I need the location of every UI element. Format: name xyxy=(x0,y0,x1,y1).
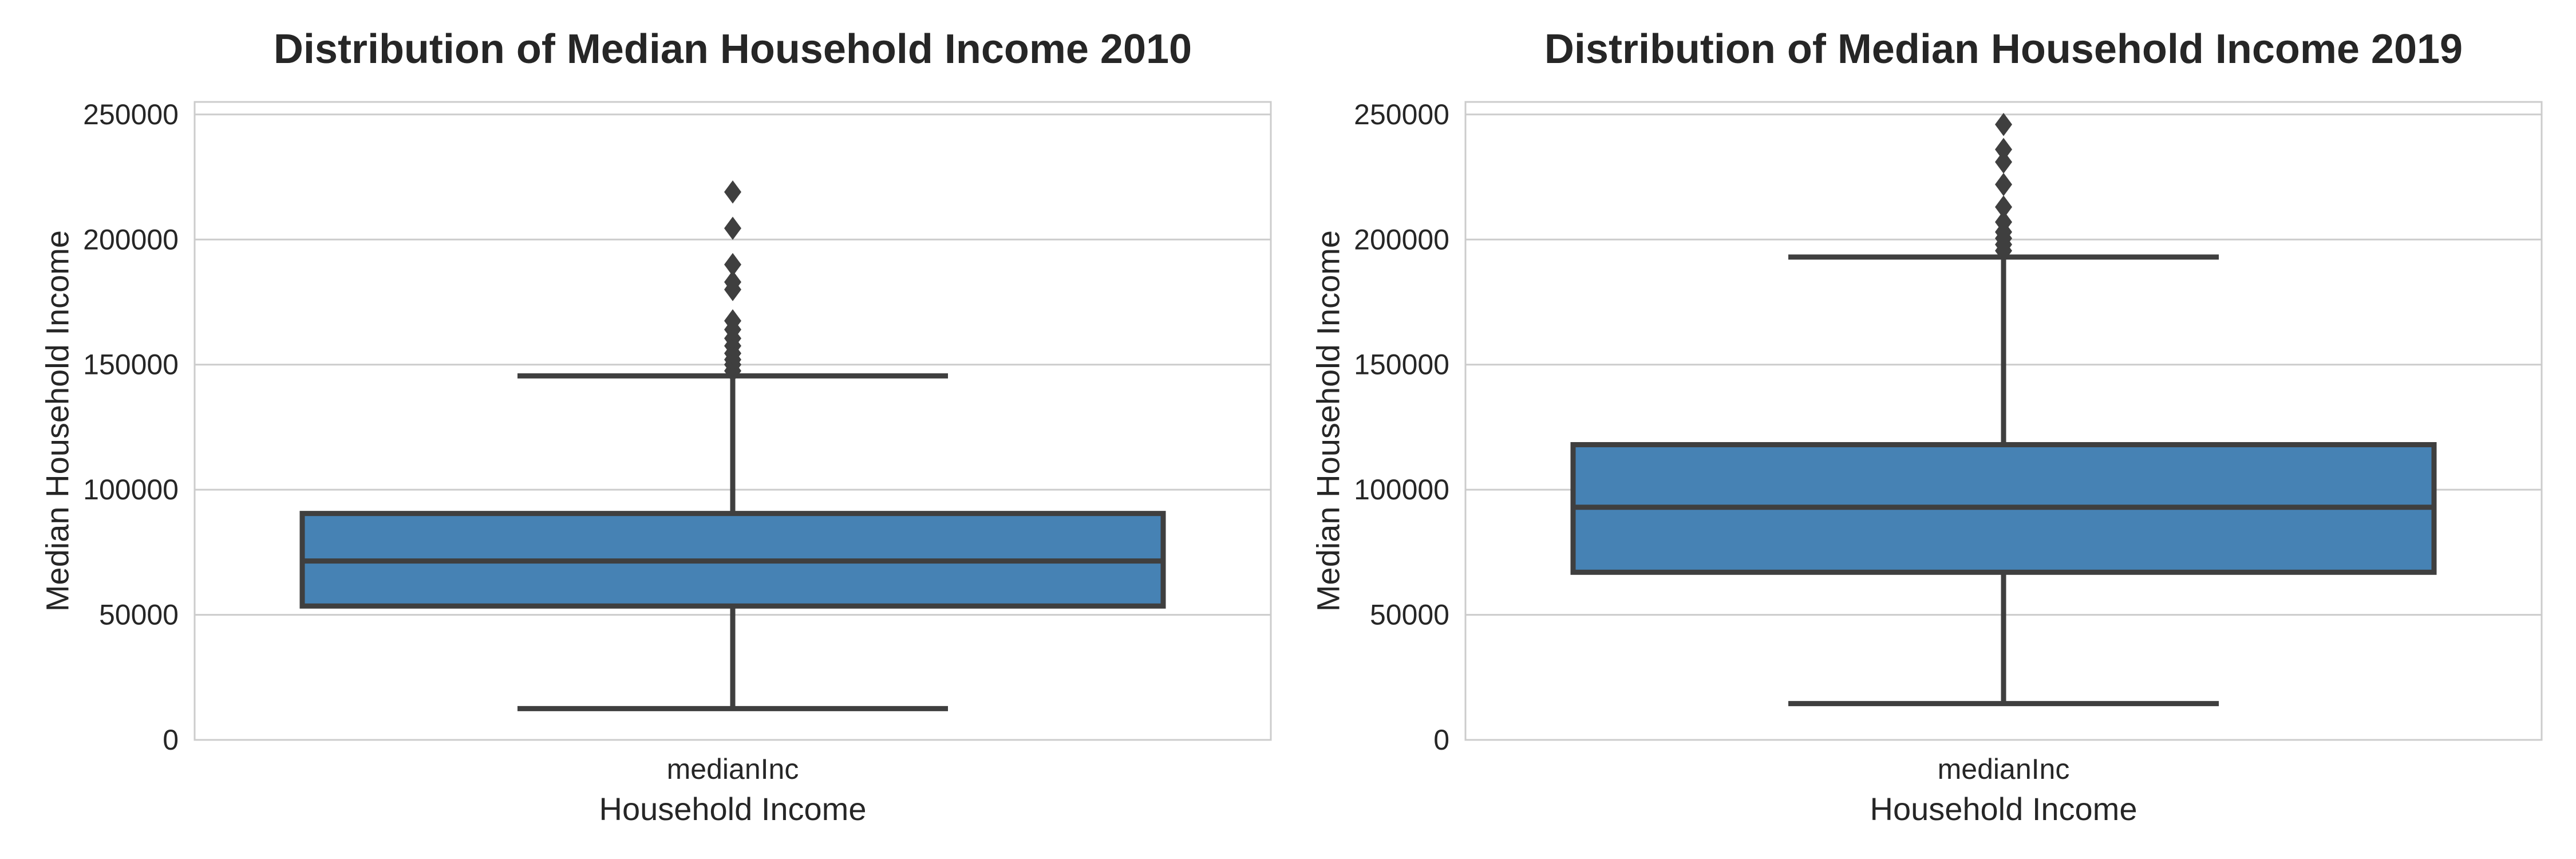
y-tick-label: 0 xyxy=(163,724,179,756)
chart-panel-1: 0 50000 100000 150000 200000 250000 medianInc H… xyxy=(39,26,1272,827)
axes-frame xyxy=(1464,101,2543,741)
x-axis-label: Household Income xyxy=(1870,791,2138,827)
y-tick-label: 200000 xyxy=(1354,223,1449,255)
y-tick-label: 250000 xyxy=(83,98,179,131)
y-axis-label: Median Household Income xyxy=(1310,230,1346,612)
y-tick-label: 150000 xyxy=(1354,349,1449,381)
chart-title: Distribution of Median Household Income … xyxy=(1544,26,2463,72)
outlier-point xyxy=(1995,137,2012,161)
y-tick-label: 0 xyxy=(1433,724,1449,756)
outlier-point xyxy=(724,253,741,277)
outlier-point xyxy=(1995,150,2012,174)
chart-panel-2: 0 50000 100000 150000 200000 250000 medianInc H… xyxy=(1310,26,2543,827)
x-tick-label: medianInc xyxy=(1938,753,2070,785)
outlier-point xyxy=(724,270,741,294)
axes-frame xyxy=(193,101,1272,741)
y-tick-label: 50000 xyxy=(99,599,179,631)
y-tick-label: 250000 xyxy=(1354,98,1449,131)
y-tick-label: 150000 xyxy=(83,349,179,381)
y-tick-label: 100000 xyxy=(83,474,179,506)
outlier-point xyxy=(1995,210,2012,234)
x-tick-label: medianInc xyxy=(667,753,799,785)
outlier-point xyxy=(724,309,741,333)
y-tick-label: 50000 xyxy=(1370,599,1449,631)
chart-title: Distribution of Median Household Income … xyxy=(274,26,1192,72)
outlier-point xyxy=(1995,172,2012,196)
y-axis-label: Median Household Income xyxy=(39,230,76,612)
y-tick-label: 100000 xyxy=(1354,474,1449,506)
outlier-point xyxy=(1995,195,2012,219)
x-axis-label: Household Income xyxy=(599,791,867,827)
outlier-point xyxy=(724,216,741,240)
outlier-point xyxy=(1995,113,2012,136)
y-tick-label: 200000 xyxy=(83,223,179,255)
outlier-point xyxy=(724,180,741,204)
